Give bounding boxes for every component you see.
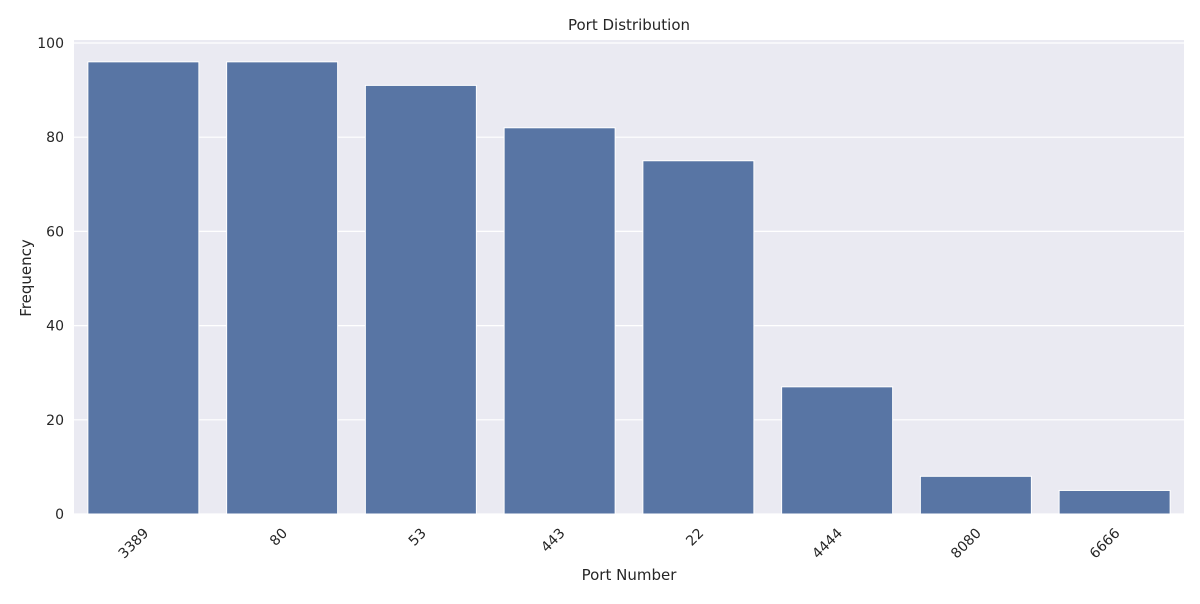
x-tick-label: 4444 [809,525,846,562]
y-tick-label: 60 [46,224,64,240]
x-tick-label: 53 [406,526,430,550]
x-axis-label: Port Number [582,566,678,584]
x-tick-label: 3389 [116,526,153,563]
bar-port-6666 [1058,489,1171,515]
bars [87,61,1171,515]
x-tick-label: 443 [538,526,568,556]
bar-port-53 [364,84,477,515]
x-tick-label: 8080 [948,526,985,563]
y-tick-label: 40 [46,319,64,335]
x-axis-ticks: 3389 80 53 443 22 4444 8080 6666 [116,525,1124,562]
bar-port-443 [503,127,616,515]
y-axis-label: Frequency [17,239,35,317]
chart-title: Port Distribution [568,16,690,34]
x-tick-label: 6666 [1087,525,1124,562]
x-tick-label: 22 [683,526,707,550]
y-tick-label: 0 [55,507,64,523]
x-tick-label: 80 [267,526,291,550]
y-axis-ticks: 0 20 40 60 80 100 [37,36,64,523]
bar-port-22 [642,160,755,515]
bar-port-3389 [87,61,200,515]
bar-port-4444 [781,386,894,515]
y-tick-label: 100 [37,36,64,52]
bar-port-80 [226,61,339,515]
y-tick-label: 20 [46,413,64,429]
bar-port-8080 [919,475,1032,515]
y-tick-label: 80 [46,130,64,146]
